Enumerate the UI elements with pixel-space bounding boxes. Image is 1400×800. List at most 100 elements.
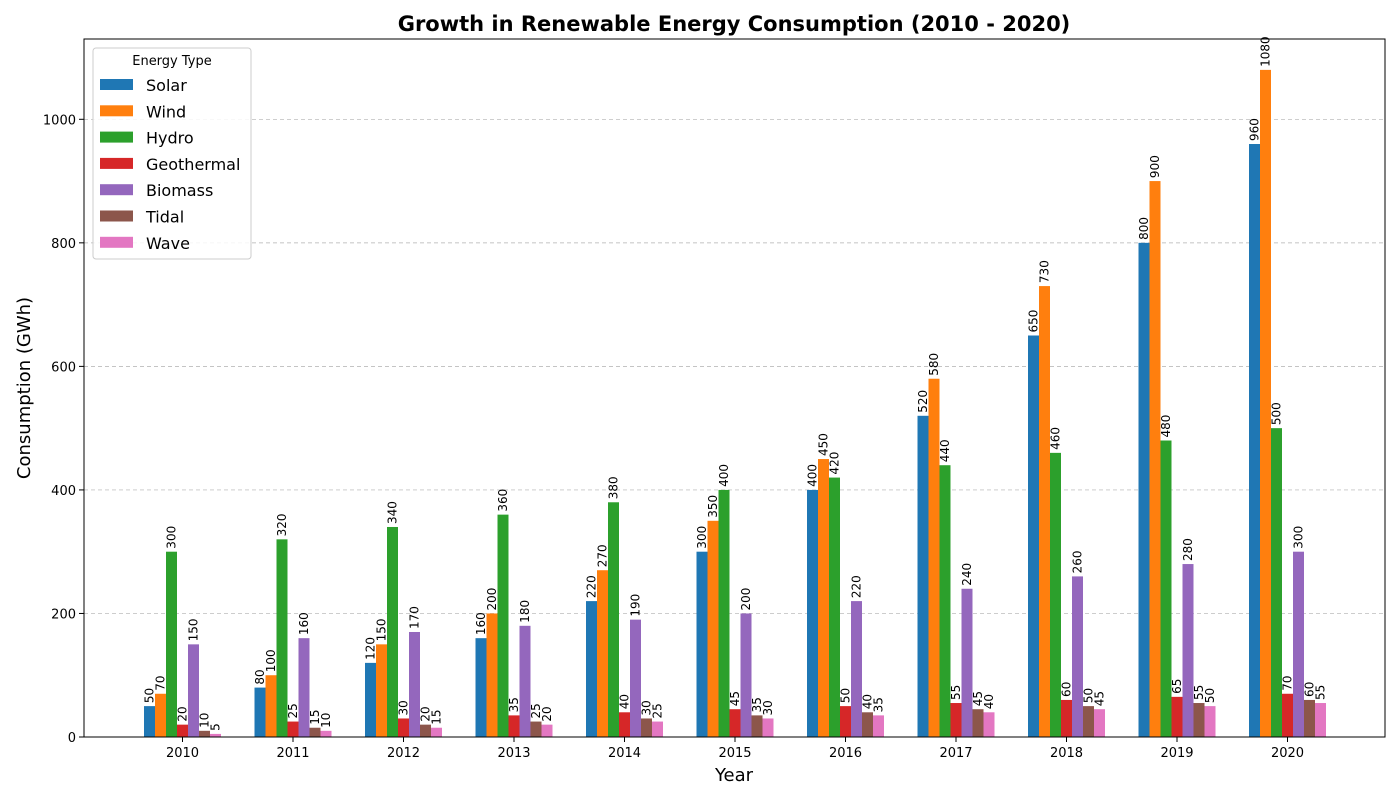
y-tick-label: 600 xyxy=(51,360,76,375)
chart-title: Growth in Renewable Energy Consumption (… xyxy=(398,12,1071,36)
bar-wave-2016 xyxy=(873,715,884,737)
bar-wave-2019 xyxy=(1205,706,1216,737)
data-label: 50 xyxy=(1203,688,1217,703)
bar-wave-2013 xyxy=(542,725,553,737)
data-label: 340 xyxy=(386,501,400,524)
data-label: 800 xyxy=(1137,217,1151,240)
bar-biomass-2017 xyxy=(962,589,973,737)
data-label: 40 xyxy=(618,694,632,709)
bar-geothermal-2020 xyxy=(1282,694,1293,737)
bar-wave-2017 xyxy=(984,712,995,737)
bar-wind-2011 xyxy=(266,675,277,737)
data-label: 480 xyxy=(1159,415,1173,438)
data-label: 200 xyxy=(485,588,499,611)
bar-geothermal-2010 xyxy=(177,725,188,737)
data-label: 5 xyxy=(209,723,223,731)
bar-wind-2012 xyxy=(376,644,387,737)
x-axis-label: Year xyxy=(714,765,754,786)
x-tick-label: 2014 xyxy=(608,746,641,761)
data-label: 180 xyxy=(518,600,532,623)
bar-tidal-2011 xyxy=(310,728,321,737)
bar-solar-2010 xyxy=(144,706,155,737)
x-tick-label: 2010 xyxy=(166,746,199,761)
legend: Energy Type SolarWindHydroGeothermalBiom… xyxy=(93,48,251,259)
data-label: 200 xyxy=(739,588,753,611)
data-label: 360 xyxy=(496,489,510,512)
bar-tidal-2012 xyxy=(420,725,431,737)
bar-solar-2017 xyxy=(918,416,929,737)
data-label: 25 xyxy=(286,703,300,718)
data-label: 100 xyxy=(264,649,278,672)
x-tick-label: 2017 xyxy=(939,746,972,761)
legend-label-hydro: Hydro xyxy=(146,129,194,148)
bar-solar-2016 xyxy=(807,490,818,737)
y-tick-label: 800 xyxy=(51,237,76,252)
y-axis-label: Consumption (GWh) xyxy=(14,297,35,479)
x-tick-label: 2012 xyxy=(387,746,420,761)
bar-wind-2016 xyxy=(818,459,829,737)
y-tick-label: 200 xyxy=(51,607,76,622)
data-label: 50 xyxy=(839,688,853,703)
data-label: 70 xyxy=(1281,675,1295,690)
bar-solar-2019 xyxy=(1139,243,1150,737)
legend-label-geothermal: Geothermal xyxy=(146,155,240,174)
bar-geothermal-2013 xyxy=(509,715,520,737)
bar-wind-2013 xyxy=(487,613,498,737)
data-label: 400 xyxy=(806,464,820,487)
bar-biomass-2014 xyxy=(630,620,641,737)
x-axis-ticks: 2010 2011 2012 2013 2014 2015 2016 2017 2018 2019… xyxy=(166,737,1304,761)
bar-tidal-2013 xyxy=(531,722,542,737)
data-label: 420 xyxy=(828,452,842,475)
data-label: 70 xyxy=(154,675,168,690)
data-label: 1080 xyxy=(1259,36,1273,67)
data-label: 380 xyxy=(607,476,621,499)
y-tick-label: 1000 xyxy=(43,113,76,128)
data-label: 150 xyxy=(187,618,201,641)
data-label: 280 xyxy=(1181,538,1195,561)
bar-solar-2015 xyxy=(697,552,708,737)
bar-wave-2018 xyxy=(1094,709,1105,737)
bar-wind-2019 xyxy=(1150,181,1161,737)
legend-label-wind: Wind xyxy=(146,102,186,121)
data-label: 650 xyxy=(1027,310,1041,333)
bar-geothermal-2015 xyxy=(730,709,741,737)
data-label: 150 xyxy=(375,618,389,641)
legend-swatch-tidal xyxy=(100,211,133,222)
data-label: 460 xyxy=(1049,427,1063,450)
bar-wind-2017 xyxy=(929,379,940,737)
data-label: 190 xyxy=(629,594,643,617)
x-tick-label: 2013 xyxy=(497,746,530,761)
data-label: 160 xyxy=(297,612,311,635)
bar-biomass-2015 xyxy=(741,613,752,737)
bar-tidal-2015 xyxy=(752,715,763,737)
bar-wind-2010 xyxy=(155,694,166,737)
bar-geothermal-2012 xyxy=(398,718,409,737)
data-label: 350 xyxy=(706,495,720,518)
bar-tidal-2017 xyxy=(973,709,984,737)
bar-wind-2015 xyxy=(708,521,719,737)
bar-solar-2018 xyxy=(1028,335,1039,737)
bar-biomass-2013 xyxy=(520,626,531,737)
bar-geothermal-2017 xyxy=(951,703,962,737)
bar-solar-2020 xyxy=(1249,144,1260,737)
x-tick-label: 2015 xyxy=(718,746,751,761)
bar-geothermal-2018 xyxy=(1061,700,1072,737)
bar-geothermal-2016 xyxy=(840,706,851,737)
bar-solar-2013 xyxy=(476,638,487,737)
bar-wave-2014 xyxy=(652,722,663,737)
y-axis-ticks: 0 200 400 600 800 1000 xyxy=(43,113,84,746)
y-tick-label: 400 xyxy=(51,484,76,499)
data-label: 20 xyxy=(176,706,190,721)
bar-geothermal-2011 xyxy=(288,722,299,737)
data-label: 500 xyxy=(1270,402,1284,425)
data-label: 35 xyxy=(507,697,521,712)
bar-geothermal-2019 xyxy=(1172,697,1183,737)
y-tick-label: 0 xyxy=(68,731,76,746)
data-label: 15 xyxy=(430,709,444,724)
legend-label-wave: Wave xyxy=(146,234,190,253)
x-tick-label: 2020 xyxy=(1271,746,1304,761)
bar-wave-2015 xyxy=(763,718,774,737)
x-tick-label: 2016 xyxy=(829,746,862,761)
data-label: 10 xyxy=(319,713,333,728)
